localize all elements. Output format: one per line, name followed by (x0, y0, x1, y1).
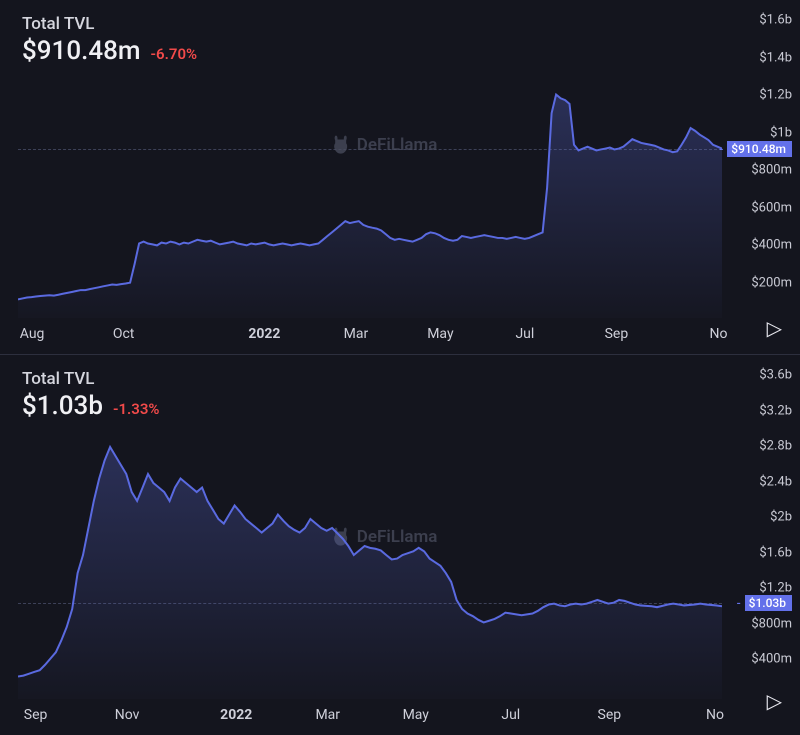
y-tick-label: $3.6b (759, 368, 792, 383)
x-tick-label: No (706, 707, 724, 723)
plot-area: DeFiLlama (18, 375, 722, 699)
area-chart (18, 375, 722, 699)
chart-title: Total TVL (22, 369, 160, 389)
x-tick-label: Nov (115, 707, 140, 723)
y-tick-label: $3.2b (759, 403, 792, 418)
x-tick-label: Aug (20, 326, 45, 342)
x-tick-label: May (403, 707, 429, 723)
y-tick-label: $800m (751, 616, 792, 631)
y-tick-label: $1.2b (759, 581, 792, 596)
y-tick-label: $2b (770, 510, 792, 525)
x-tick-label: Sep (24, 707, 48, 723)
change-value: -6.70% (151, 45, 198, 63)
y-tick-label: $800m (751, 163, 792, 178)
next-arrow-icon[interactable]: ▷ (767, 316, 782, 340)
x-tick-label: No (709, 326, 727, 342)
current-value: $910.48m (22, 36, 141, 66)
x-tick-label: 2022 (220, 707, 252, 723)
x-tick-label: May (427, 326, 453, 342)
chart-header: Total TVL $910.48m -6.70% (22, 14, 197, 66)
y-tick-label: $2.8b (759, 439, 792, 454)
chart-title: Total TVL (22, 14, 197, 34)
y-tick-label: $400m (751, 652, 792, 667)
x-tick-label: Oct (113, 326, 135, 342)
current-value: $1.03b (22, 391, 103, 421)
y-tick-label: $1.6b (759, 545, 792, 560)
y-tick-label: $200m (751, 275, 792, 290)
x-tick-label: Mar (315, 707, 340, 723)
current-value-marker: $910.48m (727, 141, 792, 157)
tvl-chart-2: Total TVL $1.03b -1.33% DeFiLlama $3.6b $… (0, 355, 800, 735)
y-tick-label: $400m (751, 238, 792, 253)
x-axis: Sep Nov 2022 Mar May Jul Sep No (18, 707, 722, 727)
x-tick-label: Sep (605, 326, 629, 342)
value-row: $1.03b -1.33% (22, 391, 160, 421)
x-tick-label: Jul (515, 326, 534, 342)
x-tick-label: 2022 (248, 326, 280, 342)
y-tick-label: $1.2b (759, 88, 792, 103)
value-row: $910.48m -6.70% (22, 36, 197, 66)
y-tick-label: $1.4b (759, 50, 792, 65)
y-tick-label: $600m (751, 200, 792, 215)
x-tick-label: Sep (598, 707, 622, 723)
tvl-chart-1: Total TVL $910.48m -6.70% DeFiLlama $1.6… (0, 0, 800, 355)
current-value-marker: $1.03b (745, 595, 792, 611)
y-tick-label: $2.4b (759, 474, 792, 489)
change-value: -1.33% (113, 400, 160, 418)
x-axis: AugOct2022MarMayJulSepNo (18, 326, 722, 346)
y-tick-label: $1.6b (759, 13, 792, 28)
chart-header: Total TVL $1.03b -1.33% (22, 369, 160, 421)
x-tick-label: Jul (501, 707, 520, 723)
y-tick-label: $1b (770, 125, 792, 140)
x-tick-label: Mar (344, 326, 369, 342)
next-arrow-icon[interactable]: ▷ (767, 689, 782, 713)
